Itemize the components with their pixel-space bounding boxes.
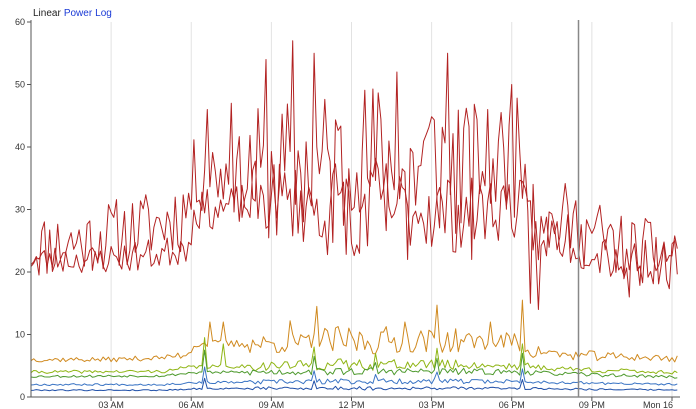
y-tick-label: 50 — [15, 80, 25, 90]
chart-series-group — [30, 40, 678, 392]
x-tick-label: 09 AM — [259, 400, 285, 409]
chart-axes: 0 10 20 30 40 50 60 03 AM 06 AM 09 AM 12 PM 03 PM 06… — [15, 17, 680, 409]
x-tick-label: 06 AM — [178, 400, 204, 409]
scale-toggle-linear[interactable]: Linear — [33, 8, 61, 19]
y-tick-label: 0 — [20, 392, 25, 402]
series-line-5 — [30, 366, 678, 386]
series-line-0 — [30, 40, 678, 310]
y-tick-label: 60 — [15, 17, 25, 27]
chart-grid — [110, 22, 673, 397]
series-line-4 — [30, 349, 678, 379]
x-tick-label: Mon 16 — [643, 400, 673, 409]
series-line-6 — [30, 377, 678, 392]
x-tick-label: 03 PM — [419, 400, 445, 409]
y-tick-label: 10 — [15, 330, 25, 340]
y-tick-label: 30 — [15, 205, 25, 215]
scale-toggle-group: Linear Power Log — [33, 8, 115, 20]
series-line-1 — [30, 157, 678, 290]
x-tick-label: 09 PM — [579, 400, 605, 409]
scale-toggle-power[interactable]: Power — [63, 8, 93, 19]
x-tick-label: 03 AM — [98, 400, 124, 409]
series-line-2 — [30, 299, 678, 363]
x-tick-label: 12 PM — [338, 400, 364, 409]
y-tick-label: 20 — [15, 267, 25, 277]
y-tick-label: 40 — [15, 142, 25, 152]
x-tick-label: 06 PM — [499, 400, 525, 409]
series-line-3 — [30, 337, 678, 375]
scale-toggle-log[interactable]: Log — [95, 8, 112, 19]
